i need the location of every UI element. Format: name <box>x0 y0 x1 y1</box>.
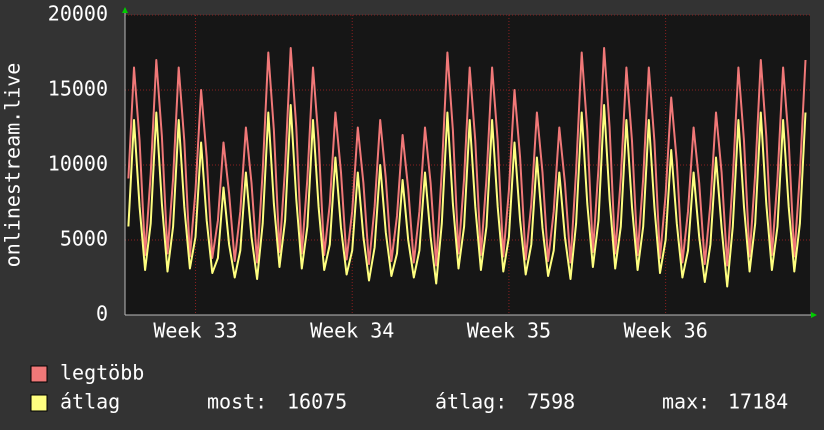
y-tick-label: 15000 <box>48 77 108 101</box>
stat-label: max: <box>662 390 710 414</box>
series-line <box>127 104 807 288</box>
x-tick-label: Week 33 <box>153 319 237 343</box>
x-tick-label: Week 34 <box>310 319 394 343</box>
y-tick-label: 20000 <box>48 2 108 26</box>
y-tick-label: 0 <box>96 302 108 326</box>
y-tick-label: 10000 <box>48 152 108 176</box>
y-axis-title: onlinestream.live <box>1 63 25 268</box>
y-axis-arrow <box>122 7 128 13</box>
legend-swatch <box>30 394 48 412</box>
stat-value: 17184 <box>728 390 788 414</box>
legend-swatch <box>30 365 48 383</box>
x-axis-arrow <box>811 312 817 318</box>
lines <box>127 47 807 288</box>
stat-value: 16075 <box>287 390 347 414</box>
x-tick-label: Week 35 <box>467 319 551 343</box>
x-tick-label: Week 36 <box>623 319 707 343</box>
stat-label: átlag: <box>435 390 507 414</box>
legend-label: legtöbb <box>60 361 144 385</box>
stat-label: most: <box>207 390 267 414</box>
legend-label: átlag <box>60 390 120 414</box>
y-tick-label: 5000 <box>60 227 108 251</box>
series-line <box>127 47 807 267</box>
legend: legtöbb átlag most: 16075 átlag: 7598 max: 1718… <box>30 361 788 414</box>
stat-value: 7598 <box>527 390 575 414</box>
